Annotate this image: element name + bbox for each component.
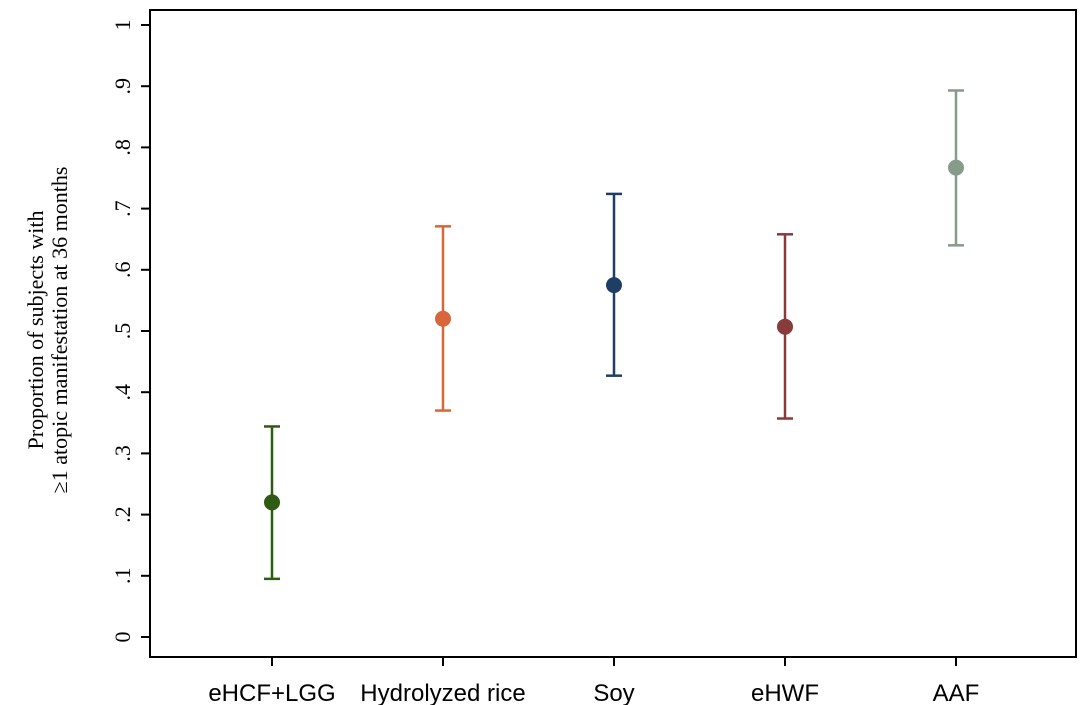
x-axis: eHCF+LGG Hydrolyzed rice Soy eHWF AAF xyxy=(208,657,979,705)
x-tick-label: eHWF xyxy=(751,680,819,705)
y-tick-label: .9 xyxy=(110,78,135,95)
data-point xyxy=(435,310,451,327)
data-point-group xyxy=(435,225,451,412)
data-point xyxy=(264,494,280,511)
y-tick-label: 0 xyxy=(110,632,135,643)
y-axis-title-line-2: ≥1 atopic manifestation at 36 months xyxy=(47,167,72,494)
y-axis-title: Proportion of subjects with ≥1 atopic ma… xyxy=(23,167,72,494)
y-tick-label: .2 xyxy=(110,506,135,523)
data-point xyxy=(606,277,622,294)
x-tick-label: AAF xyxy=(933,680,980,705)
data-point-group xyxy=(264,425,280,581)
data-point xyxy=(948,159,964,176)
y-tick-label: .6 xyxy=(110,262,135,279)
y-axis-title-line-1: Proportion of subjects with xyxy=(23,211,48,450)
y-tick-label: 1 xyxy=(110,20,135,31)
y-tick-label: .4 xyxy=(110,384,135,401)
data-point-group xyxy=(606,192,622,377)
x-tick-label: Soy xyxy=(593,680,634,705)
y-tick-label: .7 xyxy=(110,200,135,217)
y-tick-label: .1 xyxy=(110,568,135,585)
y-axis: 0 .1 .2 .3 .4 .5 .6 .7 .8 .9 1 xyxy=(110,20,150,643)
y-tick-label: .8 xyxy=(110,139,135,156)
data-point-group xyxy=(777,233,793,420)
data-point-group xyxy=(948,89,964,247)
data-series xyxy=(264,89,964,581)
x-tick-label: eHCF+LGG xyxy=(208,680,335,705)
data-point xyxy=(777,318,793,335)
y-tick-label: .5 xyxy=(110,323,135,340)
x-tick-label: Hydrolyzed rice xyxy=(360,680,525,705)
y-tick-label: .3 xyxy=(110,445,135,462)
